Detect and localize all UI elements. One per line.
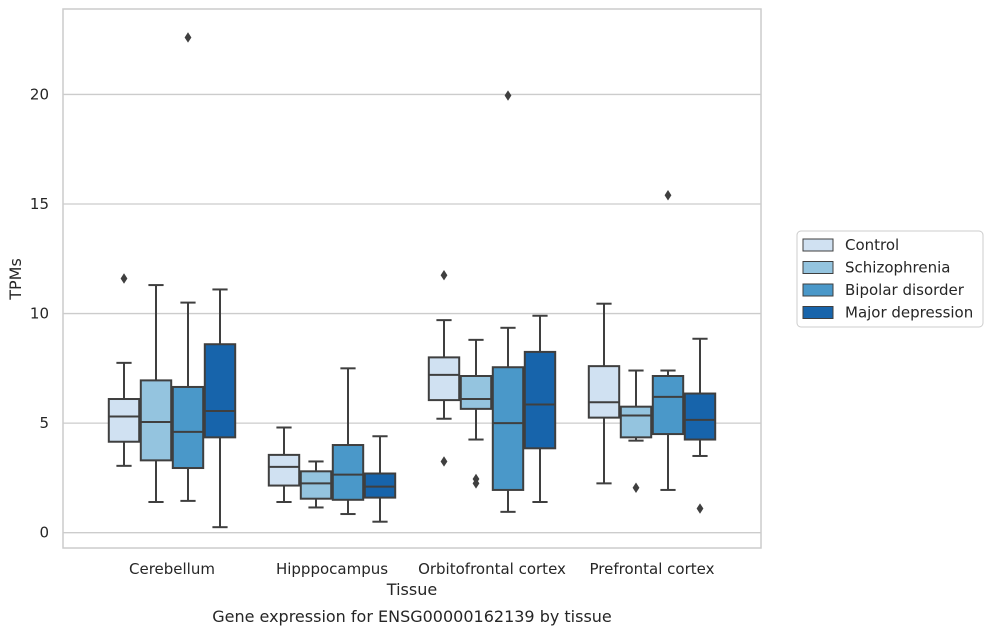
box-iqr [683,392,717,441]
box-schizophrenia [459,338,493,489]
y-axis-label: TPMs [6,258,25,301]
box-major-depression [683,337,717,514]
chart-caption: Gene expression for ENSG00000162139 by t… [212,607,612,626]
x-tick-label: Cerebellum [129,560,215,578]
y-tick-label: 20 [30,85,49,103]
x-tick-label: Prefrontal cortex [590,560,715,578]
outlier-point [664,190,672,201]
box-control [427,270,461,467]
box-iqr [107,398,141,443]
plot-area-background [63,9,761,548]
legend-label: Bipolar disorder [845,281,965,299]
legend: Control Schizophrenia Bipolar disorder Majo… [796,230,984,328]
y-tick-label: 0 [39,524,49,542]
outlier-point [440,270,448,281]
y-tick-label: 5 [39,414,49,432]
box-iqr [299,470,333,500]
box-iqr [427,356,461,402]
box-iqr [587,365,621,419]
legend-swatch [802,261,834,274]
outlier-point [696,503,704,514]
box-iqr [203,343,237,439]
box-bipolar-disorder [491,90,525,513]
legend-swatch [802,283,834,297]
boxes [107,32,717,529]
box-control [267,426,301,503]
legend-label: Schizophrenia [845,259,950,277]
box-schizophrenia [139,284,173,503]
outlier-point [440,456,448,467]
y-axis-ticks: 0 5 10 15 20 [30,85,49,541]
legend-label: Control [845,236,899,254]
box-control [107,273,141,467]
box-iqr [363,472,397,499]
box-iqr [139,379,173,462]
box-schizophrenia [299,460,333,509]
outlier-point [472,478,480,489]
y-tick-label: 10 [30,305,49,323]
x-axis-label: Tissue [386,580,437,599]
box-major-depression [203,288,237,529]
box-iqr [491,366,525,491]
x-tick-label: Orbitofrontal cortex [418,560,566,578]
box-iqr [267,453,301,487]
x-tick-label: Hipppocampus [276,560,388,578]
legend-label: Major depression [845,304,973,322]
plot-area-frame [62,8,762,549]
x-axis-ticks: Cerebellum Hipppocampus Orbitofrontal cort… [129,560,715,578]
box-schizophrenia [619,369,653,493]
outlier-point [504,90,512,101]
box-iqr [171,385,205,470]
legend-swatch [802,238,834,252]
box-iqr [459,375,493,410]
box-bipolar-disorder [171,32,205,502]
y-tick-label: 15 [30,195,49,213]
outlier-point [120,273,128,284]
box-major-depression [523,314,557,503]
box-iqr [651,375,685,436]
box-control [587,302,621,485]
box-bipolar-disorder [331,367,365,516]
box-iqr [619,405,653,439]
outlier-point [184,32,192,43]
box-iqr [331,444,365,501]
box-bipolar-disorder [651,190,685,491]
legend-frame [796,230,984,328]
outlier-point [632,482,640,493]
legend-swatch [802,306,834,319]
box-major-depression [363,435,397,523]
box-iqr [523,350,557,450]
